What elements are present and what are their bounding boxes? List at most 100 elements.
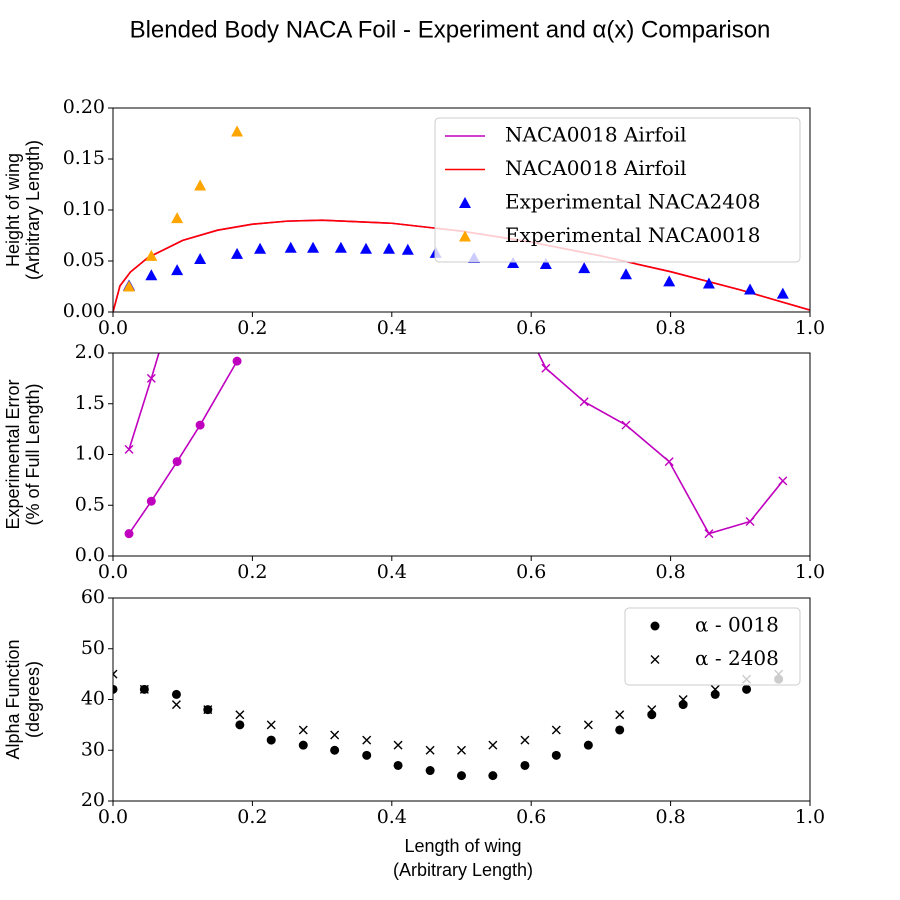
x-marker [393, 740, 403, 750]
y-tick-label: 0.15 [63, 147, 105, 169]
x-tick-label: 1.0 [795, 806, 825, 828]
triangle-marker [383, 242, 396, 254]
x-marker [113, 669, 118, 679]
x-marker [520, 735, 530, 745]
y-axis-label: (% of Full Length) [23, 383, 43, 525]
circle-marker [647, 710, 657, 720]
circle-marker [488, 771, 498, 781]
x-tick-label: 0.8 [655, 806, 685, 828]
legend-label: NACA0018 Airfoil [505, 123, 687, 147]
triangle-marker [744, 283, 757, 295]
x-marker [541, 363, 551, 373]
circle-marker [710, 689, 720, 699]
x-marker [362, 735, 372, 745]
triangle-marker [231, 125, 244, 137]
y-axis-label: Experimental Error [3, 379, 23, 529]
x-marker [678, 695, 688, 704]
triangle-marker [663, 275, 676, 287]
x-marker [664, 457, 674, 467]
circle-marker [232, 356, 242, 366]
plot-area [124, 353, 788, 539]
x-marker [203, 705, 213, 715]
triangle-marker [334, 241, 347, 253]
circle-marker [171, 689, 181, 699]
x-marker [647, 705, 657, 715]
x-tick-label: 0.0 [98, 806, 128, 828]
triangle-marker [459, 230, 471, 242]
circle-marker [457, 771, 466, 781]
subplot: 0.0 0.2 0.4 0.6 0.8 1.0 20 30 40 50 60 Alpha Functi… [3, 586, 825, 880]
x-tick-label: 0.8 [655, 561, 685, 583]
circle-marker [298, 740, 308, 750]
triangle-marker [360, 242, 373, 254]
y-tick-label: 30 [81, 738, 105, 760]
circle-marker [678, 700, 688, 710]
circle-marker [113, 684, 118, 694]
x-tick-label: 0.6 [516, 317, 546, 339]
y-axis-label: (degrees) [23, 661, 43, 738]
x-tick-label: 0.2 [237, 317, 267, 339]
x-tick-label: 0.6 [516, 806, 546, 828]
y-tick-label: 0.05 [63, 249, 105, 271]
circle-marker [362, 750, 372, 760]
legend-label: α - 0018 [695, 613, 779, 637]
x-marker [621, 420, 631, 430]
x-marker [778, 476, 788, 486]
x-marker [615, 710, 625, 720]
x-marker [146, 373, 156, 383]
circle-marker [742, 684, 752, 694]
triangle-marker [171, 212, 184, 224]
x-marker [330, 730, 340, 740]
circle-marker [650, 621, 660, 631]
x-tick-label: 0.2 [237, 806, 267, 828]
circle-marker [146, 496, 156, 506]
legend: NACA0018 Airfoil NACA0018 Airfoil Experime… [434, 117, 801, 263]
triangle-marker [145, 249, 158, 261]
x-marker [425, 745, 435, 755]
x-tick-label: 0.4 [377, 561, 407, 583]
triangle-marker [578, 262, 591, 274]
x-tick-label: 0.0 [98, 561, 128, 583]
x-marker [488, 740, 498, 750]
x-tick-label: 0.8 [655, 317, 685, 339]
y-tick-label: 60 [81, 586, 105, 608]
triangle-marker [284, 241, 297, 253]
series-line [128, 353, 784, 535]
circle-marker [615, 725, 625, 735]
x-tick-label: 0.4 [377, 806, 407, 828]
x-marker [171, 700, 181, 710]
circle-marker [235, 720, 245, 730]
legend-label: α - 2408 [695, 646, 779, 670]
legend-label: NACA0018 Airfoil [505, 156, 687, 180]
series-line [113, 219, 810, 312]
triangle-marker [145, 269, 158, 281]
x-marker [583, 720, 593, 730]
triangle-marker [776, 287, 789, 299]
x-tick-label: 0.2 [237, 561, 267, 583]
x-marker [579, 397, 589, 407]
legend-label: Experimental NACA2408 [505, 190, 760, 214]
circle-marker [195, 420, 205, 430]
x-axis-label: Length of wing [404, 836, 521, 856]
y-tick-label: 0.10 [63, 198, 105, 220]
circle-marker [266, 735, 276, 745]
circle-marker [583, 740, 593, 750]
x-tick-label: 1.0 [795, 317, 825, 339]
x-tick-label: 0.6 [516, 561, 546, 583]
y-tick-label: 2.0 [75, 341, 105, 363]
y-tick-label: 0.20 [63, 96, 105, 118]
triangle-marker [231, 247, 244, 259]
y-tick-label: 20 [81, 789, 105, 811]
x-tick-label: 0.4 [377, 317, 407, 339]
circle-marker [124, 529, 134, 539]
legend-box [624, 607, 801, 686]
y-tick-label: 0.0 [75, 544, 105, 566]
x-axis-label: (Arbitrary Length) [393, 860, 533, 880]
y-axis-label: Height of wing [3, 153, 23, 267]
x-marker [710, 684, 720, 694]
axes-frame [112, 597, 811, 802]
y-tick-label: 1.5 [75, 392, 105, 414]
figure-title: Blended Body NACA Foil - Experiment and … [130, 16, 771, 43]
circle-marker [330, 745, 340, 755]
triangle-marker [401, 243, 414, 255]
